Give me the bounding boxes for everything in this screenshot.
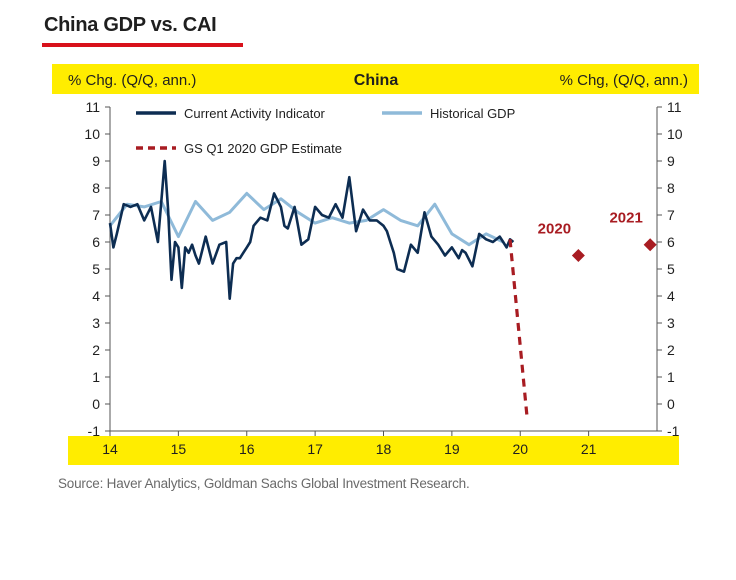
y-tick-label-right: 0 (667, 396, 675, 412)
current-activity-indicator-line (108, 159, 515, 301)
y-tick-label-left: 4 (92, 288, 100, 304)
x-tick-label: 19 (444, 441, 460, 457)
y-tick-label-right: 7 (667, 207, 675, 223)
y-tick-label-left: 7 (92, 207, 100, 223)
marker-layer: 2020 2021 (538, 210, 657, 262)
gs-q1-2020-gdp-estimate-line (508, 239, 529, 418)
legend-label-cai: Current Activity Indicator (184, 106, 326, 121)
x-tick-label: 15 (171, 441, 187, 457)
y-tick-label-left: 11 (85, 99, 100, 115)
y-tick-label-left: 10 (84, 126, 100, 142)
y-tick-label-right: 8 (667, 180, 675, 196)
legend-label-estimate: GS Q1 2020 GDP Estimate (184, 141, 342, 156)
y-axis-label-left: % Chg. (Q/Q, ann.) (68, 72, 196, 89)
chart-header-band (52, 64, 699, 94)
y-tick-label-left: 0 (92, 396, 100, 412)
forecast-marker-2021 (643, 238, 657, 252)
y-tick-label-left: 2 (92, 342, 100, 358)
y-tick-label-right: 1 (667, 369, 675, 385)
x-tick-label: 14 (102, 441, 118, 457)
y-axis-label-right: % Chg, (Q/Q, ann.) (560, 72, 688, 89)
chart-title: China (354, 72, 399, 89)
y-tick-label-right: 11 (667, 99, 682, 115)
y-tick-label-left: 6 (92, 234, 100, 250)
x-tick-label: 16 (239, 441, 255, 457)
y-tick-label-right: -1 (667, 423, 680, 439)
historical-gdp-line (108, 191, 504, 247)
legend: Current Activity Indicator Historical GD… (136, 106, 515, 156)
source-note: Source: Haver Analytics, Goldman Sachs G… (58, 476, 470, 491)
y-tick-label-right: 6 (667, 234, 675, 250)
x-tick-label: 17 (307, 441, 323, 457)
y-tick-label-right: 3 (667, 315, 675, 331)
series-layer (108, 159, 529, 418)
forecast-label-2020: 2020 (538, 221, 571, 238)
x-axis-band (68, 436, 679, 465)
x-tick-label: 21 (581, 441, 597, 457)
y-tick-label-right: 5 (667, 261, 675, 277)
title-underline (42, 43, 243, 47)
y-tick-label-left: 1 (92, 369, 100, 385)
y-tick-label-left: 5 (92, 261, 100, 277)
legend-label-gdp: Historical GDP (430, 106, 515, 121)
x-tick-label: 18 (376, 441, 392, 457)
y-tick-label-left: 3 (92, 315, 100, 331)
y-tick-label-right: 10 (667, 126, 683, 142)
page-title: China GDP vs. CAI (44, 14, 217, 36)
y-tick-label-left: 9 (92, 153, 100, 169)
forecast-label-2021: 2021 (609, 210, 642, 227)
y-tick-label-left: -1 (88, 423, 101, 439)
chart: % Chg. (Q/Q, ann.) China % Chg, (Q/Q, an… (68, 72, 688, 457)
y-tick-label-left: 8 (92, 180, 100, 196)
y-tick-label-right: 4 (667, 288, 675, 304)
forecast-marker-2020 (571, 249, 585, 262)
x-tick-label: 20 (512, 441, 528, 457)
y-tick-label-right: 9 (667, 153, 675, 169)
y-tick-label-right: 2 (667, 342, 675, 358)
